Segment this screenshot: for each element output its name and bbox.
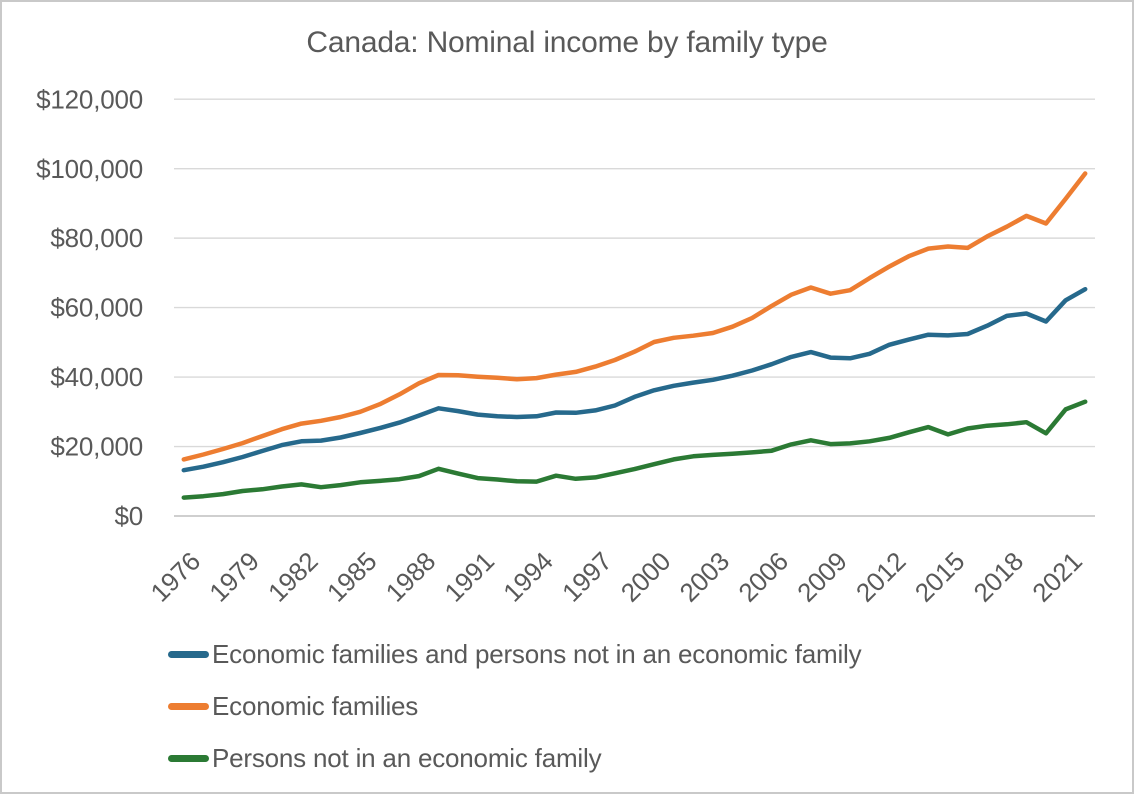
legend-swatch-persons-not-in-family	[168, 755, 209, 762]
legend: Economic families and persons not in an …	[168, 639, 862, 773]
legend-item-persons-not-in-family: Persons not in an economic family	[168, 743, 861, 773]
x-tick-label: 2012	[850, 546, 912, 608]
y-tick-label: $60,000	[50, 293, 143, 323]
x-tick-label: 2015	[909, 546, 971, 608]
x-tick-label: 2021	[1026, 546, 1088, 608]
x-tick-label: 1997	[556, 546, 618, 608]
x-tick-label: 1976	[144, 546, 206, 608]
y-tick-label: $100,000	[36, 154, 143, 184]
x-tick-label: 1982	[262, 546, 324, 608]
x-tick-label: 1994	[497, 546, 559, 608]
legend-swatch-total	[168, 651, 209, 658]
series-line-1	[181, 171, 1088, 462]
series-line-2	[181, 399, 1088, 500]
y-tick-label: $40,000	[50, 362, 143, 392]
legend-label-persons-not-in-family: Persons not in an economic family	[212, 743, 602, 773]
x-tick-label: 2009	[791, 546, 853, 608]
x-tick-label: 1979	[203, 546, 265, 608]
y-tick-label: $120,000	[36, 84, 143, 114]
x-tick-label: 1991	[438, 546, 500, 608]
legend-label-total: Economic families and persons not in an …	[212, 639, 862, 669]
y-tick-label: $80,000	[50, 223, 143, 253]
legend-item-economic-families: Economic families	[168, 691, 861, 721]
legend-item-total: Economic families and persons not in an …	[168, 639, 862, 669]
x-tick-label: 1988	[380, 546, 442, 608]
x-tick-label: 2006	[732, 546, 794, 608]
chart-title: Canada: Nominal income by family type	[306, 26, 828, 59]
series-line-0	[181, 286, 1088, 473]
legend-swatch-economic-families	[168, 703, 209, 710]
legend-label-economic-families: Economic families	[212, 691, 419, 721]
x-tick-label: 2003	[674, 546, 736, 608]
x-tick-label: 2018	[968, 546, 1030, 608]
y-tick-label: $0	[114, 501, 143, 531]
y-tick-label: $20,000	[50, 432, 143, 462]
x-tick-label: 1985	[321, 546, 383, 608]
x-tick-label: 2000	[615, 546, 677, 608]
